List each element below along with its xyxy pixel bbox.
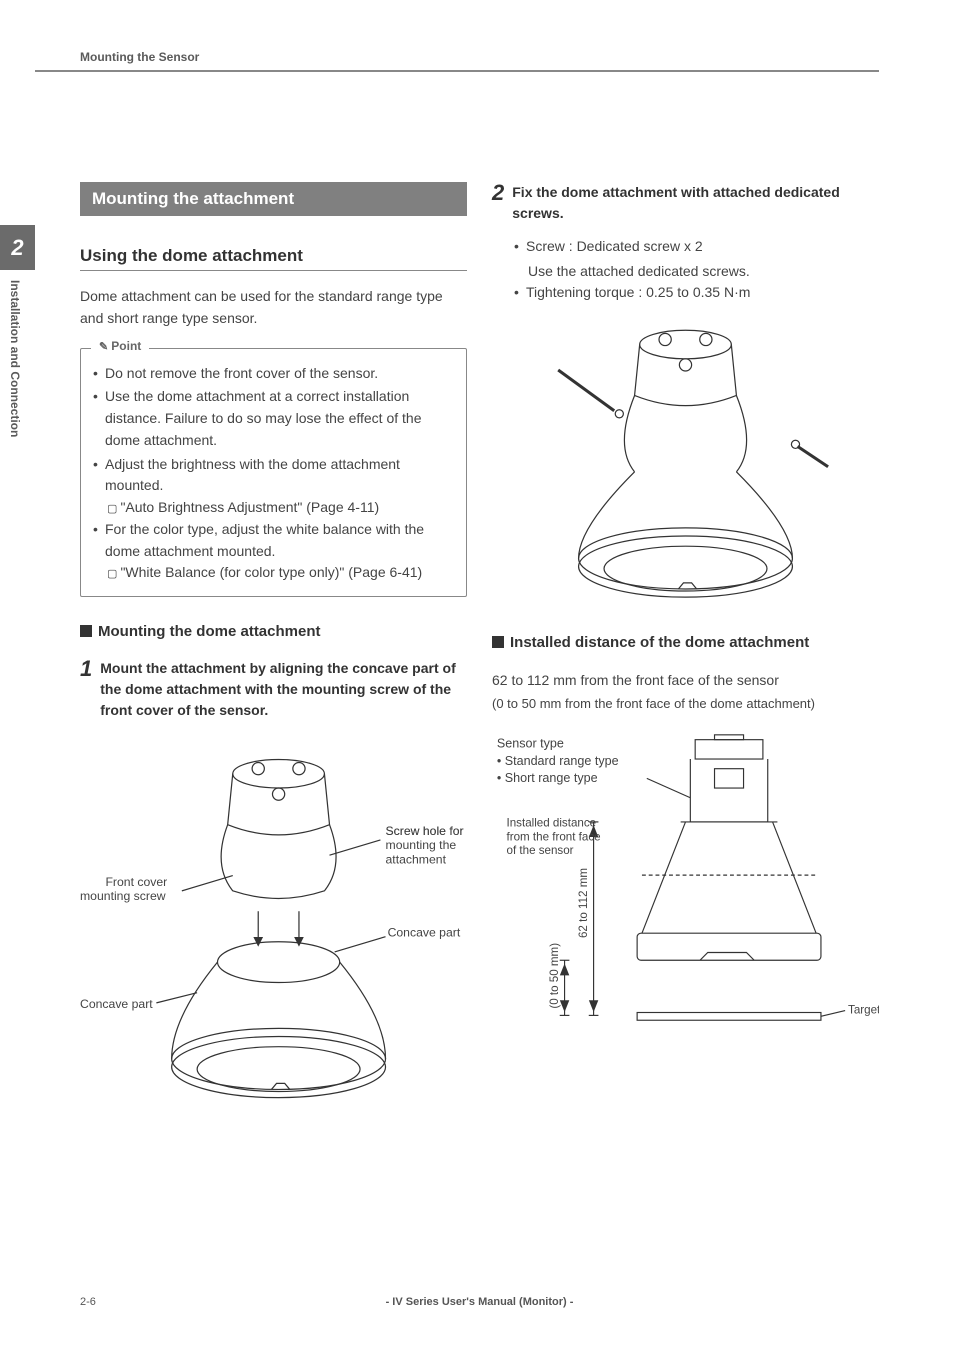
point-item: Use the dome attachment at a correct ins… [93, 386, 454, 451]
figure-dome-assembled [492, 314, 879, 620]
list-item: Screw : Dedicated screw x 2 [514, 236, 879, 258]
figure-dome-mounting: Screw hole for mounting the attachment S… [80, 733, 467, 1120]
point-item: Adjust the brightness with the dome atta… [93, 454, 454, 497]
reference-link: "Auto Brightness Adjustment" (Page 4-11) [107, 499, 454, 515]
running-header: Mounting the Sensor [35, 50, 879, 72]
intro-text: Dome attachment can be used for the stan… [80, 285, 467, 330]
point-item: Do not remove the front cover of the sen… [93, 363, 454, 385]
svg-text:• Standard range type: • Standard range type [497, 754, 619, 768]
step-number: 2 [492, 182, 504, 224]
right-column: 2 Fix the dome attachment with attached … [492, 182, 879, 1125]
step-text: Fix the dome attachment with attached de… [512, 182, 879, 224]
footer-title: - IV Series User's Manual (Monitor) - [386, 1296, 574, 1308]
page-number: 2-6 [80, 1296, 96, 1308]
chapter-number-tab: 2 [0, 225, 35, 270]
list-subtext: Use the attached dedicated screws. [528, 260, 879, 282]
distance-text: 62 to 112 mm from the front face of the … [492, 669, 879, 691]
block-heading: Mounting the dome attachment [80, 623, 467, 640]
figure-installed-distance: Sensor type • Standard range type • Shor… [492, 730, 879, 1059]
step-number: 1 [80, 658, 92, 721]
svg-text:(0 to 50 mm): (0 to 50 mm) [548, 943, 561, 1009]
svg-text:Concave part: Concave part [388, 926, 461, 940]
distance-subtext: (0 to 50 mm from the front face of the d… [492, 694, 879, 715]
svg-text:Installed distancefrom the fro: Installed distancefrom the front faceof … [507, 817, 601, 857]
subsection-heading: Using the dome attachment [80, 246, 467, 271]
svg-text:Front covermounting screw: Front covermounting screw [80, 875, 167, 903]
chapter-side-label: Installation and Connection [8, 280, 22, 437]
left-column: Mounting the attachment Using the dome a… [80, 182, 467, 1125]
svg-text:Sensor type: Sensor type [497, 737, 564, 751]
page-footer: 2-6 - IV Series User's Manual (Monitor) … [80, 1296, 879, 1308]
step-text: Mount the attachment by aligning the con… [100, 658, 467, 721]
point-label: Point [91, 339, 149, 353]
step-2: 2 Fix the dome attachment with attached … [492, 182, 879, 224]
svg-text:Screw hole formounting theatta: Screw hole formounting theattachment [386, 824, 464, 867]
block-heading: Installed distance of the dome attachmen… [492, 634, 879, 651]
list-item: Tightening torque : 0.25 to 0.35 N·m [514, 282, 879, 304]
section-banner: Mounting the attachment [80, 182, 467, 216]
svg-text:Target: Target [848, 1004, 879, 1017]
reference-link: "White Balance (for color type only)" (P… [107, 564, 454, 580]
svg-text:• Short range type: • Short range type [497, 772, 598, 786]
svg-text:62 to 112 mm: 62 to 112 mm [577, 868, 590, 938]
point-box: Point Do not remove the front cover of t… [80, 348, 467, 598]
step-1: 1 Mount the attachment by aligning the c… [80, 658, 467, 721]
svg-text:Concave part: Concave part [80, 997, 153, 1011]
point-item: For the color type, adjust the white bal… [93, 519, 454, 562]
